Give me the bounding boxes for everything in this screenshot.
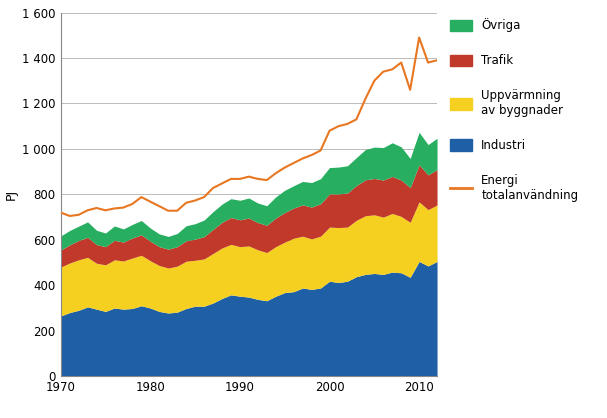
Legend: Övriga, Trafik, Uppvärmning
av byggnader, Industri, Energi
totalanvändning: Övriga, Trafik, Uppvärmning av byggnader… <box>450 18 578 202</box>
Y-axis label: PJ: PJ <box>5 189 18 200</box>
